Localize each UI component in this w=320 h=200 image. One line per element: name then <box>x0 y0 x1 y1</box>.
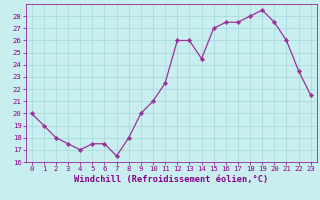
X-axis label: Windchill (Refroidissement éolien,°C): Windchill (Refroidissement éolien,°C) <box>74 175 268 184</box>
